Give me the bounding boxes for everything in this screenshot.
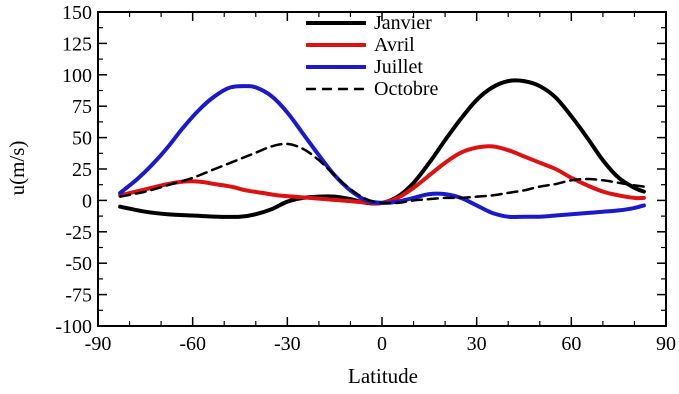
- y-tick-label: 100: [62, 65, 92, 87]
- legend-label-octobre: Octobre: [374, 78, 439, 100]
- x-tick-label: 0: [377, 333, 387, 355]
- y-tick-label: 0: [82, 190, 92, 212]
- y-tick-label: -50: [65, 253, 92, 275]
- x-tick-label: 30: [467, 333, 487, 355]
- legend-label-juillet: Juillet: [374, 56, 423, 78]
- legend-label-avril: Avril: [374, 34, 415, 56]
- y-tick-label: 125: [62, 33, 92, 55]
- x-tick-label: 60: [561, 333, 581, 355]
- y-tick-label: 75: [72, 96, 92, 118]
- x-tick-label: -60: [179, 333, 206, 355]
- y-tick-label: -100: [55, 316, 92, 338]
- y-tick-label: -25: [65, 222, 92, 244]
- y-tick-label: 150: [62, 2, 92, 24]
- series-line-janvier: [118, 78, 646, 219]
- x-axis-title: Latitude: [348, 364, 418, 388]
- y-tick-label: 50: [72, 128, 92, 150]
- y-tick-label: 25: [72, 159, 92, 181]
- x-tick-label: -90: [85, 333, 112, 355]
- series-layer: [118, 78, 646, 220]
- legend-label-janvier: Janvier: [374, 12, 432, 34]
- x-tick-label: -30: [274, 333, 301, 355]
- axes-layer: -100 -75 -50 -25 0 25 50 75 100 125 150 -90 -60 -30 0 3…: [55, 2, 676, 355]
- series-line-octobre: [118, 142, 646, 205]
- y-axis-title: u(m/s): [5, 141, 29, 196]
- x-tick-label: 90: [656, 333, 676, 355]
- y-tick-label: -75: [65, 285, 92, 307]
